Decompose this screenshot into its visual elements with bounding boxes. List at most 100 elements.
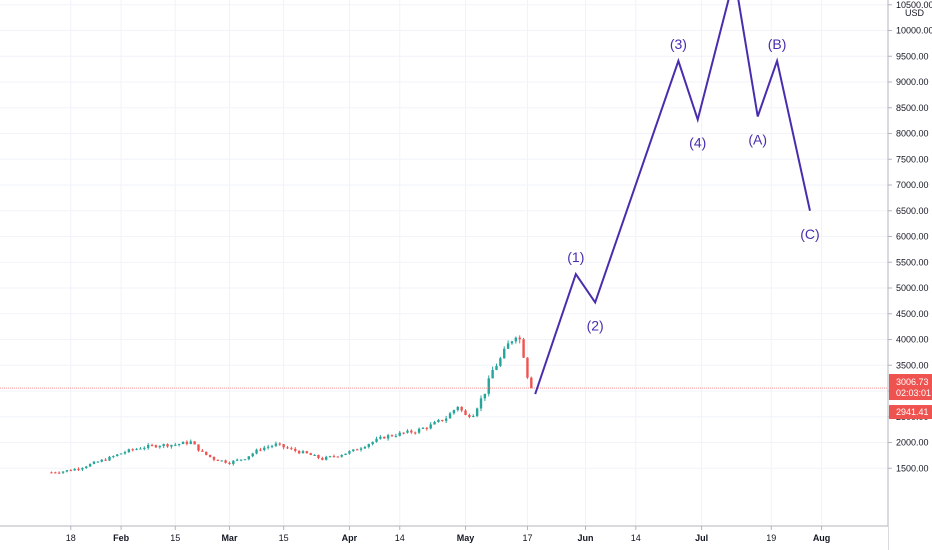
price-tick-label: 6000.00 [896, 232, 929, 242]
candle-body [444, 418, 448, 421]
candle-body [522, 339, 525, 358]
time-axis-bg[interactable] [0, 526, 888, 550]
candle-body [193, 441, 196, 445]
candle-body [383, 436, 386, 439]
elliott-wave-projection[interactable] [534, 0, 811, 395]
candle-body [491, 369, 494, 379]
candle-body [116, 454, 119, 457]
candlestick-series [50, 335, 533, 474]
candle-body [57, 472, 61, 474]
candle-body [205, 451, 208, 455]
candle-body [325, 456, 328, 460]
candle-body [379, 436, 382, 439]
candle-body [526, 357, 529, 378]
candle-body [386, 435, 390, 439]
candle-body [123, 452, 127, 454]
candle-body [208, 454, 212, 457]
candle-body [375, 438, 378, 442]
candle-body [317, 454, 320, 459]
price-line-badge [889, 405, 932, 420]
candle-body [127, 449, 131, 453]
candle-body [410, 430, 413, 433]
candle-body [259, 449, 262, 451]
candle-body [506, 343, 510, 349]
wave-label: (4) [689, 135, 706, 151]
last-price-badge-value: 3006.73 [896, 377, 929, 387]
candle-body [220, 460, 223, 462]
candle-body [510, 341, 514, 344]
candle-body [282, 444, 285, 448]
candle-body [286, 447, 289, 449]
price-tick-label: 3500.00 [896, 360, 929, 370]
candle-body [170, 444, 173, 447]
candle-body [139, 448, 142, 450]
candle-body [81, 468, 84, 470]
wave-labels: (1)(2)(3)(4)(5)(A)(B)(C) [567, 36, 819, 334]
candle-body [305, 451, 309, 454]
price-tick-label: 10000.00 [896, 26, 932, 36]
candle-body [429, 424, 432, 429]
wave-label: (1) [567, 249, 584, 265]
candle-body [483, 393, 487, 399]
price-line-badge-value: 2941.41 [896, 407, 929, 417]
wave-label: (3) [670, 36, 687, 52]
candle-body [394, 435, 398, 437]
candle-body [425, 427, 429, 429]
candle-body [263, 447, 266, 450]
price-axis-bg[interactable] [888, 0, 932, 550]
candle-body [104, 459, 107, 461]
wave-label: (B) [768, 36, 787, 52]
candle-body [332, 456, 336, 458]
time-tick-label: Jun [577, 533, 593, 543]
candle-body [201, 450, 204, 452]
candle-body [143, 447, 146, 449]
time-tick-label: Feb [113, 533, 130, 543]
candle-body [243, 459, 247, 461]
candle-body [355, 449, 359, 451]
candle-body [456, 406, 459, 411]
last-price-badge [889, 374, 932, 401]
price-tick-label: 9500.00 [896, 51, 929, 61]
candle-body [437, 419, 440, 423]
price-tick-label: 7000.00 [896, 180, 929, 190]
candle-body [197, 444, 200, 451]
wave-path [534, 0, 811, 395]
candle-body [278, 443, 281, 445]
candle-body [77, 468, 80, 470]
candle-body [146, 444, 150, 448]
candle-body [162, 444, 165, 447]
candle-body [212, 456, 216, 460]
price-tick-label: 4500.00 [896, 309, 929, 319]
candle-body [73, 468, 76, 471]
time-tick-label: Mar [221, 533, 238, 543]
candle-body [530, 377, 533, 389]
candle-body [328, 456, 332, 458]
time-tick-label: Jul [695, 533, 708, 543]
candle-body [390, 435, 394, 437]
candle-body [441, 419, 444, 421]
candle-body [433, 422, 436, 425]
candle-body [452, 410, 456, 414]
candle-body [359, 448, 363, 450]
candle-body [479, 398, 483, 409]
candle-body [487, 378, 490, 394]
price-tick-label: 8500.00 [896, 103, 929, 113]
time-tick-label: Aug [813, 533, 831, 543]
wave-label: (2) [587, 317, 604, 333]
price-tick-label: 8000.00 [896, 129, 929, 139]
candle-body [236, 459, 239, 461]
candle-body [499, 358, 502, 366]
price-tick-label: 5500.00 [896, 257, 929, 267]
candle-body [69, 470, 72, 472]
currency-label: USD [905, 8, 925, 18]
candle-body [352, 449, 355, 452]
candle-body [475, 408, 479, 416]
candle-body [294, 448, 297, 451]
candle-body [468, 414, 471, 417]
candle-body [503, 348, 506, 359]
candle-body [224, 460, 227, 463]
price-tick-label: 9000.00 [896, 77, 929, 87]
